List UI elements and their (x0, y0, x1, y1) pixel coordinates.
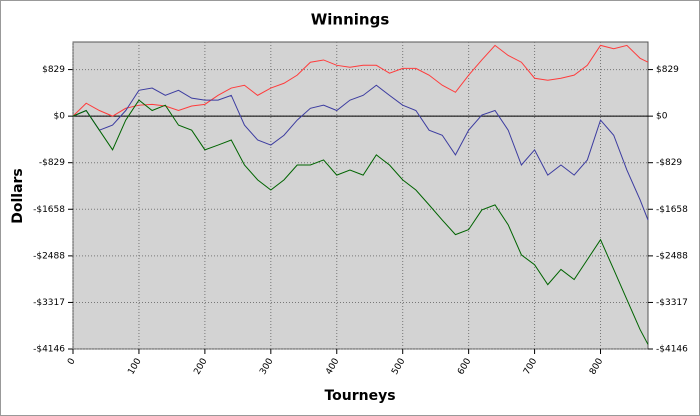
y2-tick-label: -$2488 (656, 251, 688, 261)
x-axis-title: Tourneys (324, 388, 395, 404)
x-tick-label: 0 (66, 357, 78, 367)
y2-tick-label: -$1658 (656, 205, 688, 215)
series-line (72, 44, 649, 117)
series-line (72, 99, 649, 345)
y-tick-label: -$3317 (33, 298, 65, 308)
series-line (72, 84, 649, 221)
y-tick-label: -$829 (39, 158, 65, 168)
y2-tick-label: $0 (656, 112, 668, 122)
y2-tick-label: -$4146 (656, 345, 688, 355)
y2-tick-label: $829 (656, 65, 679, 75)
y-axis-title: Dollars (10, 168, 26, 224)
y-tick-label: -$1658 (33, 205, 65, 215)
y-tick-label: -$2488 (33, 251, 65, 261)
y-tick-label: $0 (54, 112, 66, 122)
y2-tick-label: -$3317 (656, 298, 688, 308)
y-tick-label: $829 (42, 65, 65, 75)
plot-area (72, 41, 649, 350)
y2-tick-label: -$829 (656, 158, 682, 168)
chart-title: Winnings (311, 11, 390, 29)
y-tick-label: -$4146 (33, 345, 65, 355)
